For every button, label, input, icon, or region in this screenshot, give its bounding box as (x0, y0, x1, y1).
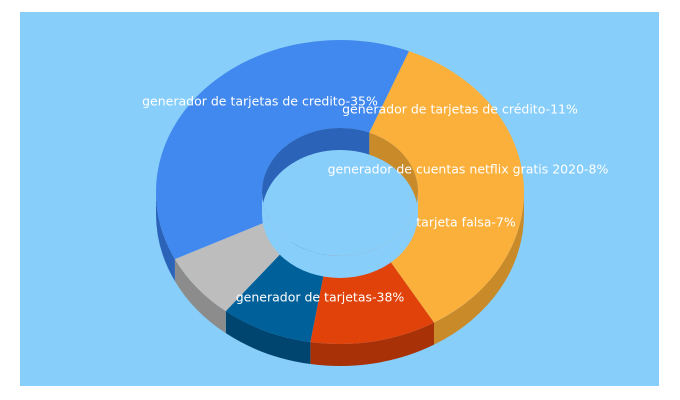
slice-side-0 (434, 192, 524, 345)
slice-4[interactable] (155, 40, 409, 260)
slice-side-2 (225, 311, 311, 365)
slice-label-4: generador de tarjetas-38% (236, 290, 405, 305)
donut-hole (262, 127, 419, 278)
slice-label-0: generador de tarjetas de credito-35% (142, 94, 378, 109)
slice-0[interactable] (369, 51, 525, 323)
slice-label-1: generador de tarjetas de crédito-11% (342, 102, 578, 117)
slice-sides (156, 192, 524, 366)
slice-label-2: generador de cuentas netflix gratis 2020… (328, 162, 609, 177)
slice-tops (155, 40, 525, 344)
slice-side-1 (310, 322, 435, 366)
hole-floor (262, 192, 418, 278)
inner-wall-0 (369, 132, 419, 214)
slice-side-3 (174, 259, 226, 334)
inner-wall-4 (262, 127, 370, 214)
slice-label-3: tarjeta falsa-7% (416, 215, 516, 230)
donut-chart: generador de tarjetas de credito-35%gene… (20, 12, 659, 386)
slice-side-4 (156, 192, 175, 282)
slice-3[interactable] (174, 220, 292, 312)
slice-labels: generador de tarjetas de credito-35%gene… (142, 94, 608, 305)
chart-panel: generador de tarjetas de credito-35% gene… (20, 12, 659, 386)
